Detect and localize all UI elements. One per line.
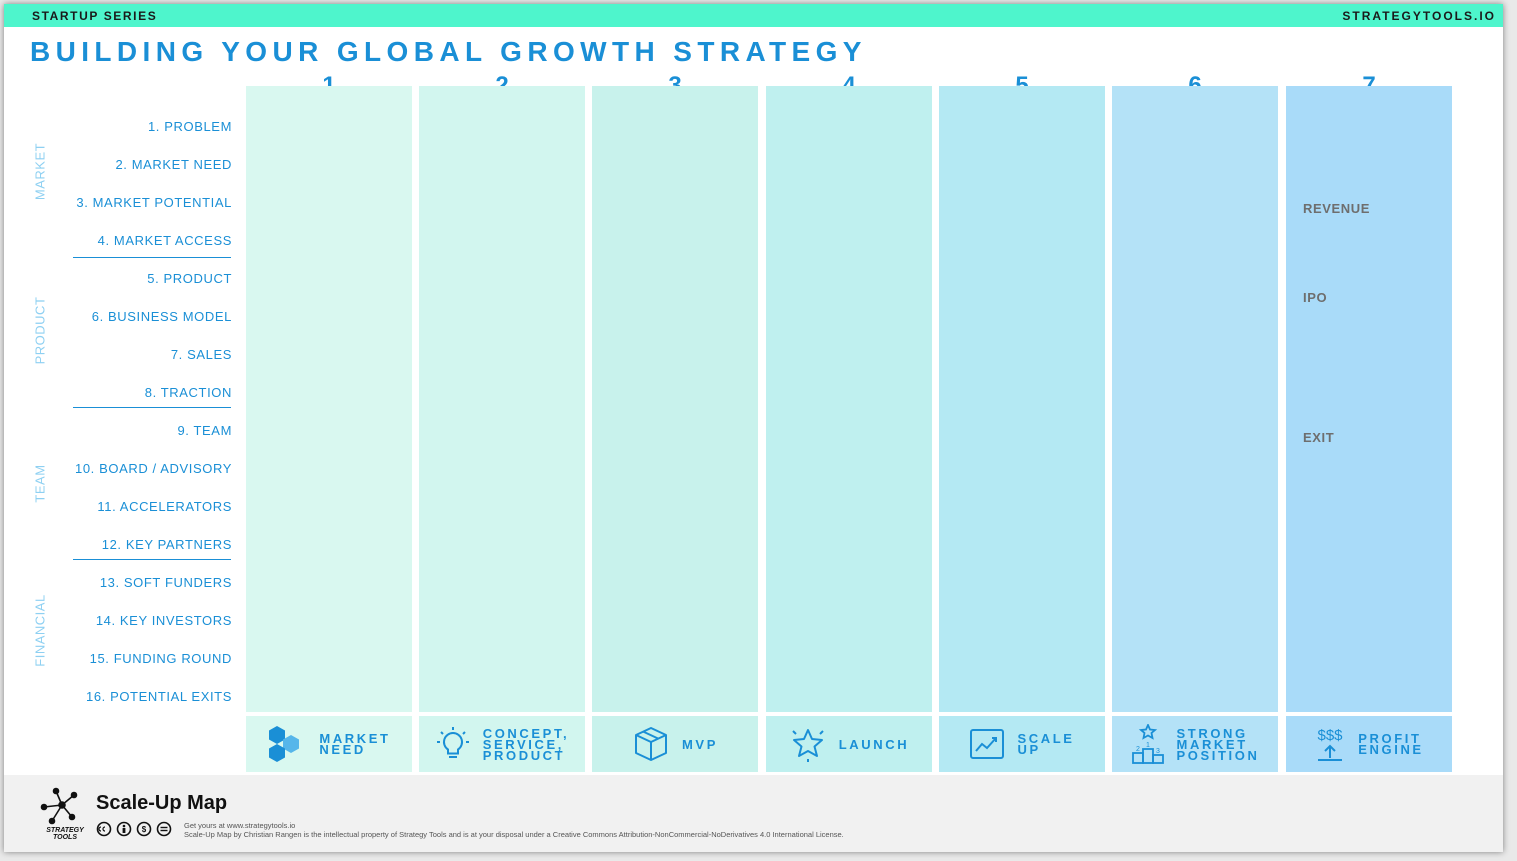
column-area-6[interactable] [1112,86,1278,712]
column-area-5[interactable] [939,86,1105,712]
column-area-3[interactable] [592,86,758,712]
row-label: 13. SOFT FUNDERS [99,575,232,590]
creative-commons-icons: $ [96,821,172,837]
category-label-team: TEAM [32,464,48,503]
column7-note-revenue: REVENUE [1303,201,1371,216]
column7-note-exit: EXIT [1303,430,1335,445]
svg-text:$: $ [142,825,147,834]
column-footer-2: CONCEPT, SERVICE, PRODUCT [419,716,585,772]
canvas-sheet: STARTUP SERIES STRATEGYTOOLS.IO BUILDING… [4,4,1503,852]
column-footer-1: MARKET NEED [246,716,412,772]
row-label: 2. MARKET NEED [115,157,232,172]
column-footer-5: SCALE UP [939,716,1105,772]
row-label: 15. FUNDING ROUND [89,651,232,666]
category-divider [73,257,231,258]
chart-icon [969,728,1005,760]
column-stage-label: LAUNCH [838,736,910,752]
dollar-icon: $$$ [1314,726,1346,762]
row-label: 8. TRACTION [144,385,232,400]
footer: STRATEGY TOOLS Scale-Up Map $ Get yours … [4,775,1503,852]
page-title: BUILDING YOUR GLOBAL GROWTH STRATEGY [30,36,867,67]
category-divider [73,559,231,560]
footer-get-yours: Get yours at www.strategytools.io [184,821,296,830]
svg-text:3: 3 [1156,748,1160,755]
column-stage-label: SCALE UP [1017,731,1075,757]
map-title: Scale-Up Map [96,792,228,814]
footer-license: Scale-Up Map by Christian Rangen is the … [184,830,844,839]
column-footer-3: MVP [592,716,758,772]
row-label: 16. POTENTIAL EXITS [85,689,232,704]
logo-text-2: TOOLS [53,834,77,841]
category-label-market: MARKET [32,142,48,201]
category-label-financial: FINANCIAL [32,594,48,667]
column-stage-label: MARKET NEED [319,731,391,757]
hexagons-icon [267,726,307,762]
row-label: 14. KEY INVESTORS [95,613,232,628]
column-area-2[interactable] [419,86,585,712]
row-label: 5. PRODUCT [147,271,232,286]
column-footer-7: $$$ PROFIT ENGINE [1286,716,1452,772]
column-stage-label: PROFIT ENGINE [1358,731,1424,757]
series-label: STARTUP SERIES [32,9,158,23]
row-label: 11. ACCELERATORS [97,499,232,514]
column-stage-label: STRONG MARKET POSITION [1176,725,1260,763]
column-stage-label: MVP [682,736,718,752]
strategy-tools-logo: STRATEGY TOOLS [40,787,85,841]
column7-note-ipo: IPO [1303,290,1328,305]
box-icon [632,725,670,763]
row-label: 9. TEAM [177,423,232,438]
column-stage-label: CONCEPT, SERVICE, PRODUCT [482,725,570,763]
row-label: 4. MARKET ACCESS [97,233,232,248]
logo-text-1: STRATEGY [46,827,85,834]
category-divider [73,407,231,408]
svg-text:2: 2 [1136,746,1140,753]
by-icon [116,821,132,837]
star-icon [789,725,827,763]
row-label: 10. BOARD / ADVISORY [75,461,232,476]
lightbulb-icon [435,726,471,762]
svg-text:1: 1 [1146,742,1150,749]
row-label: 7. SALES [170,347,232,362]
row-label: 1. PROBLEM [147,119,232,134]
column-area-4[interactable] [766,86,932,712]
nd-icon [156,821,172,837]
row-label: 6. BUSINESS MODEL [91,309,232,324]
row-label: 3. MARKET POTENTIAL [76,195,232,210]
column-area-1[interactable] [246,86,412,712]
column-footer-4: LAUNCH [766,716,932,772]
column-area-7[interactable] [1286,86,1452,712]
cc-icon [96,821,112,837]
row-label: 12. KEY PARTNERS [101,537,232,552]
brand-label: STRATEGYTOOLS.IO [1342,9,1496,23]
column-footer-6: 1 2 3 STRONG MARKET POSITION [1112,716,1278,772]
top-bar: STARTUP SERIES STRATEGYTOOLS.IO [4,4,1503,27]
nc-icon [136,821,152,837]
category-label-product: PRODUCT [32,296,48,365]
svg-text:$$$: $$$ [1318,727,1344,744]
